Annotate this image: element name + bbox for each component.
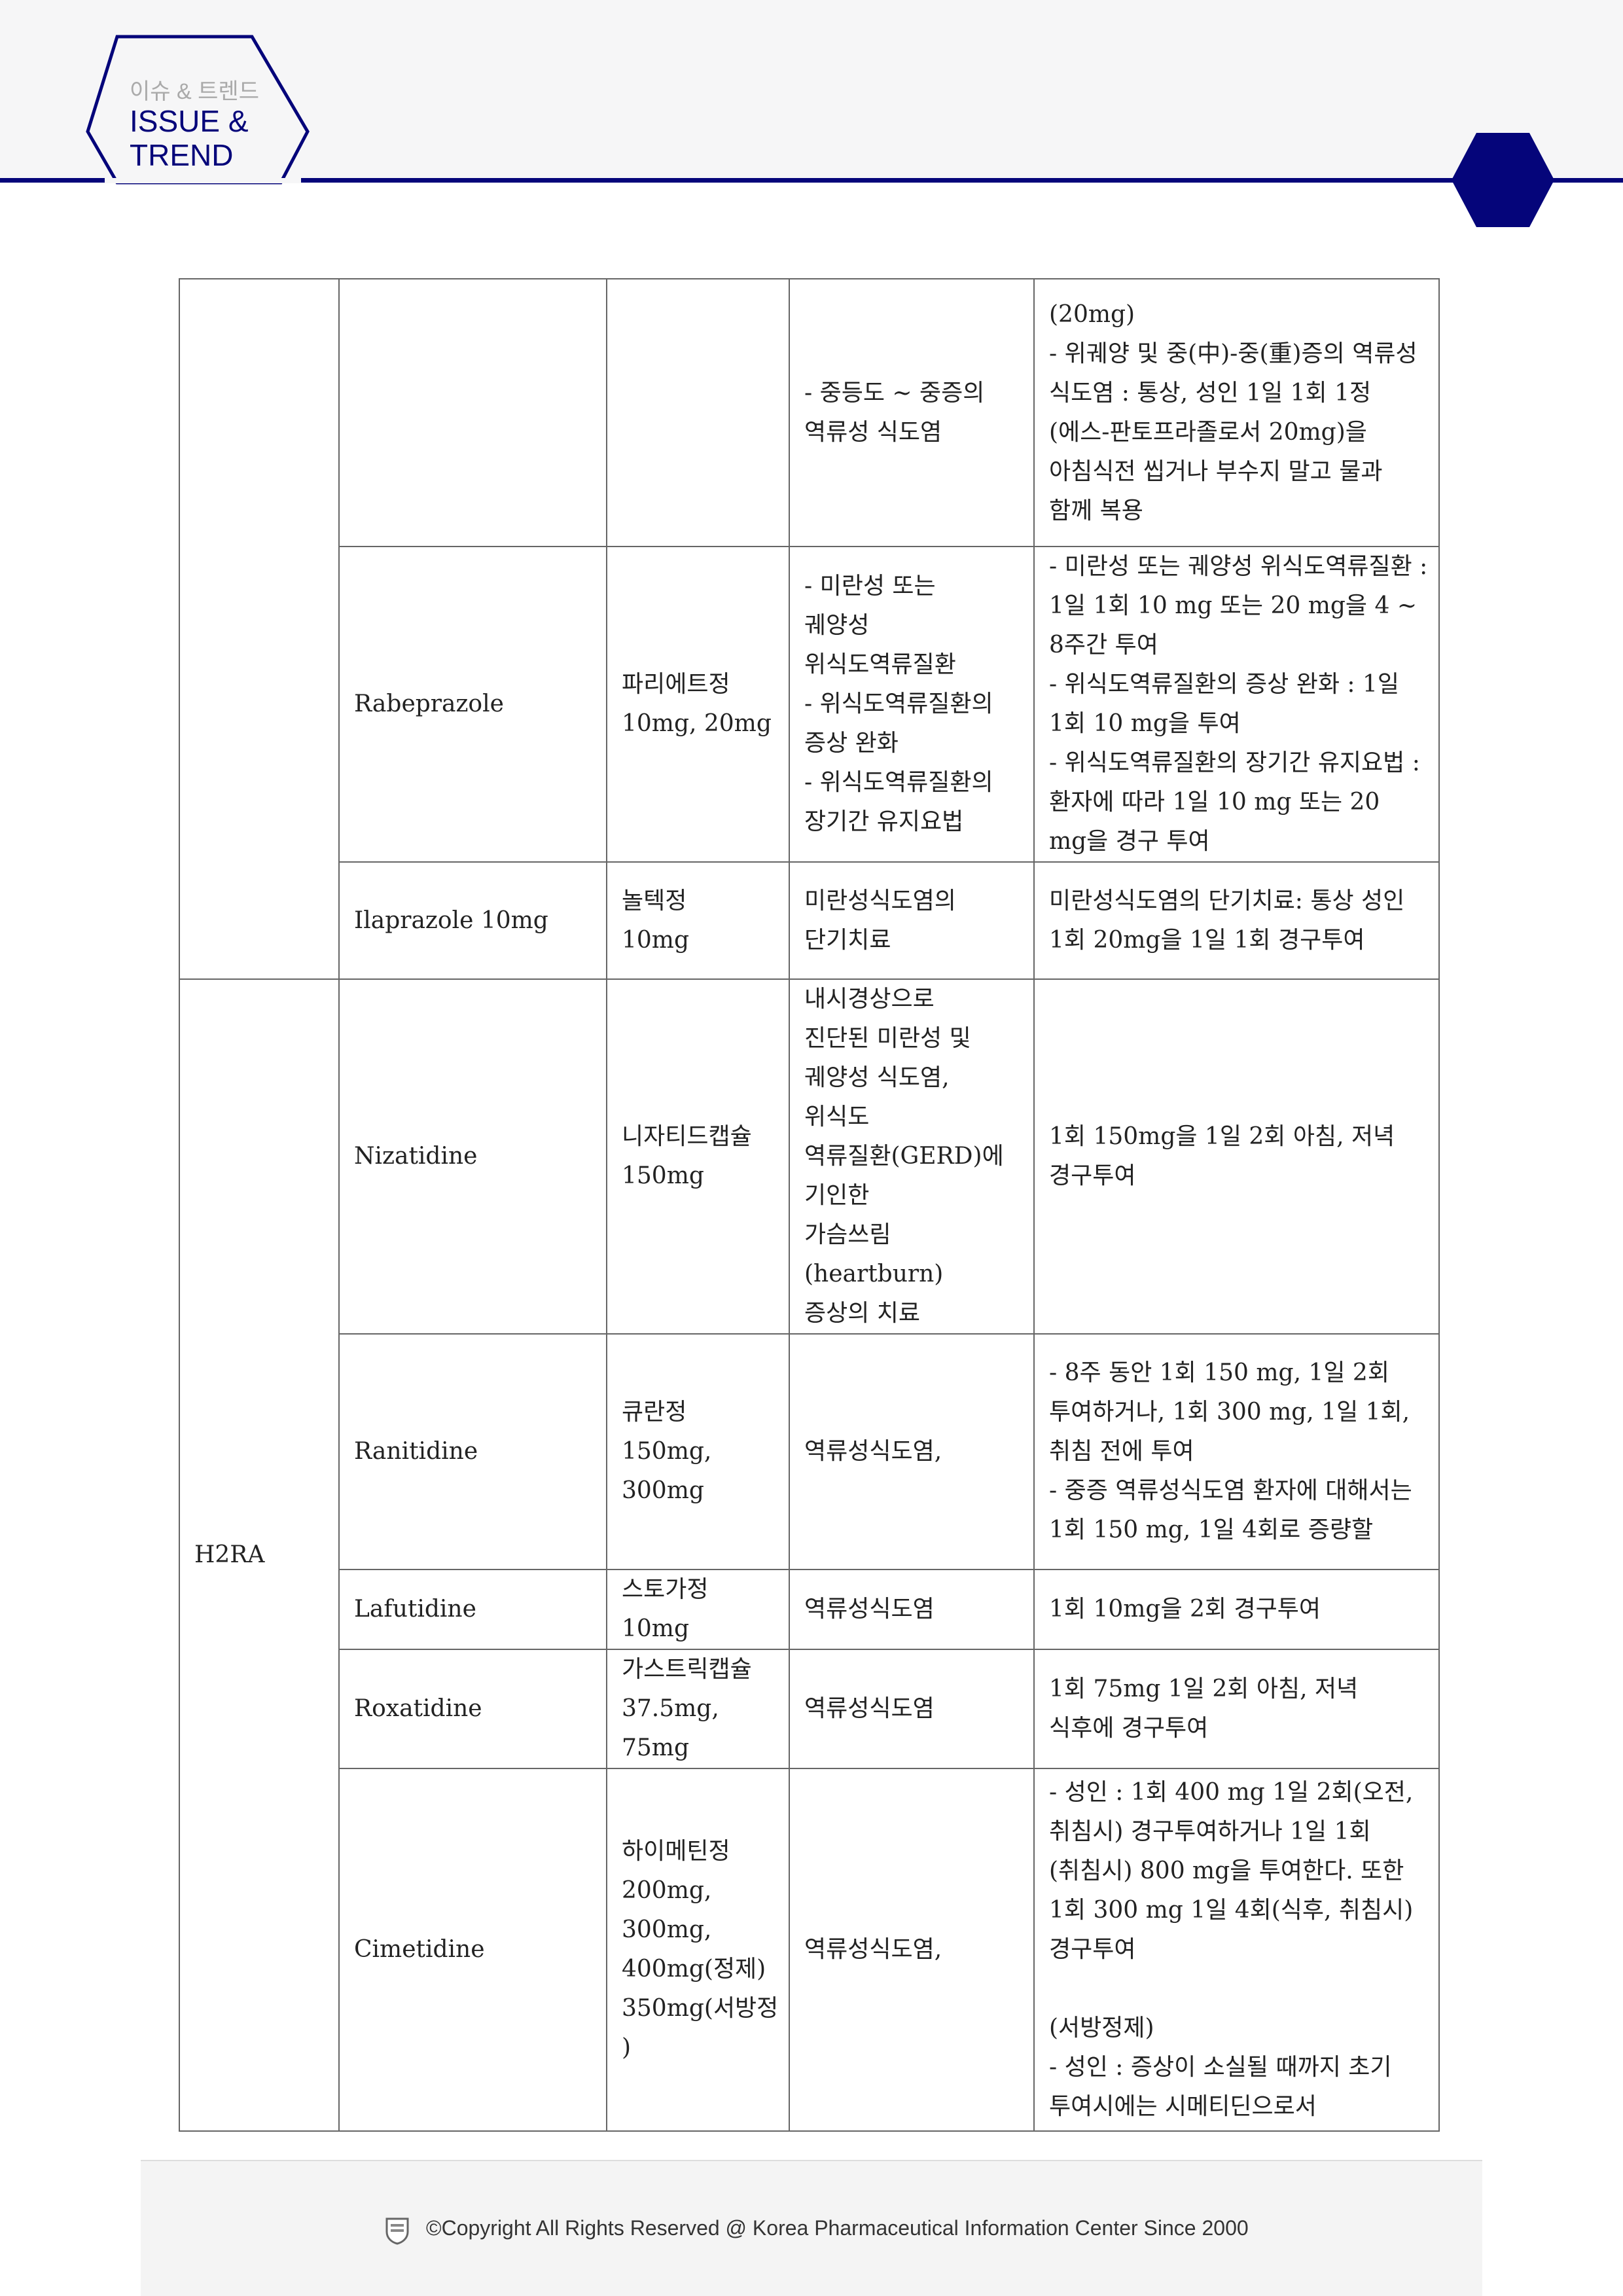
table-row: Rabeprazole 파리에트정 10mg, 20mg - 미란성 또는 궤양… [179, 546, 1440, 863]
indication-cell: 역류성식도염 [789, 1569, 1035, 1650]
dosage-cell: - 8주 동안 1회 150 mg, 1일 2회 투여하거나, 1회 300 m… [1033, 1333, 1440, 1570]
copyright-text: ©Copyright All Rights Reserved @ Korea P… [426, 2216, 1249, 2240]
product-cell: 가스트릭캡슐 37.5mg, 75mg [606, 1649, 790, 1769]
drug-table: - 중등도 ~ 중증의 역류성 식도염 (20mg) - 위궤양 및 중(中)-… [179, 278, 1440, 2132]
page-footer: ©Copyright All Rights Reserved @ Korea P… [141, 2160, 1482, 2296]
drug-cell: Lafutidine [338, 1569, 607, 1650]
issue-trend-logo [86, 35, 1554, 227]
group-cell [179, 278, 340, 980]
table-row: Ilaprazole 10mg 놀텍정 10mg 미란성식도염의 단기치료 미란… [179, 861, 1440, 980]
indication-cell: 역류성식도염, [789, 1768, 1035, 2132]
drug-cell: Ilaprazole 10mg [338, 861, 607, 980]
dosage-cell: 1회 150mg을 1일 2회 아침, 저녁 경구투여 [1033, 978, 1440, 1335]
logo-line2: TREND [130, 138, 234, 172]
product-cell: 놀텍정 10mg [606, 861, 790, 980]
product-cell: 하이메틴정 200mg, 300mg, 400mg(정제) 350mg(서방정 … [606, 1768, 790, 2132]
drug-cell: Rabeprazole [338, 546, 607, 863]
table-row: Ranitidine 큐란정 150mg, 300mg 역류성식도염, - 8주… [179, 1333, 1440, 1570]
indication-cell: - 미란성 또는 궤양성 위식도역류질환 - 위식도역류질환의 증상 완화 - … [789, 546, 1035, 863]
dosage-cell: - 미란성 또는 궤양성 위식도역류질환 : 1일 1회 10 mg 또는 20… [1033, 546, 1440, 863]
drug-cell: Nizatidine [338, 978, 607, 1335]
table-row: - 중등도 ~ 중증의 역류성 식도염 (20mg) - 위궤양 및 중(中)-… [179, 278, 1440, 980]
table-row: H2RA Nizatidine 니자티드캡슐 150mg 내시경상으로 진단된 … [179, 978, 1440, 2132]
drug-cell: Cimetidine [338, 1768, 607, 2132]
dosage-cell: (20mg) - 위궤양 및 중(中)-중(重)증의 역류성 식도염 : 통상,… [1033, 278, 1440, 547]
logo-korean: 이슈 & 트렌드 [130, 79, 259, 104]
kpic-emblem-icon [385, 2217, 409, 2245]
drug-cell [338, 278, 607, 547]
table-row: Roxatidine 가스트릭캡슐 37.5mg, 75mg 역류성식도염 1회… [179, 1649, 1440, 1769]
indication-cell: 역류성식도염 [789, 1649, 1035, 1769]
dosage-cell: - 성인 : 1회 400 mg 1일 2회(오전, 취침시) 경구투여하거나 … [1033, 1768, 1440, 2132]
drug-cell: Roxatidine [338, 1649, 607, 1769]
product-cell [606, 278, 790, 547]
drug-cell: Ranitidine [338, 1333, 607, 1570]
product-cell: 큐란정 150mg, 300mg [606, 1333, 790, 1570]
dosage-cell: 1회 10mg을 2회 경구투여 [1033, 1569, 1440, 1650]
indication-cell: 역류성식도염, [789, 1333, 1035, 1570]
product-cell: 스토가정 10mg [606, 1569, 790, 1650]
indication-cell: - 중등도 ~ 중증의 역류성 식도염 [789, 278, 1035, 547]
indication-cell: 내시경상으로 진단된 미란성 및 궤양성 식도염, 위식도 역류질환(GERD)… [789, 978, 1035, 1335]
logo-line1: ISSUE & [130, 104, 249, 138]
product-cell: 파리에트정 10mg, 20mg [606, 546, 790, 863]
hexagon-icon [1452, 133, 1554, 227]
table-row: Cimetidine 하이메틴정 200mg, 300mg, 400mg(정제)… [179, 1768, 1440, 2132]
header-rule [0, 178, 1623, 183]
dosage-cell: 미란성식도염의 단기치료: 통상 성인 1회 20mg을 1일 1회 경구투여 [1033, 861, 1440, 980]
dosage-cell: 1회 75mg 1일 2회 아침, 저녁 식후에 경구투여 [1033, 1649, 1440, 1769]
group-cell: H2RA [179, 978, 340, 2132]
table-row: Lafutidine 스토가정 10mg 역류성식도염 1회 10mg을 2회 … [179, 1569, 1440, 1650]
indication-cell: 미란성식도염의 단기치료 [789, 861, 1035, 980]
product-cell: 니자티드캡슐 150mg [606, 978, 790, 1335]
